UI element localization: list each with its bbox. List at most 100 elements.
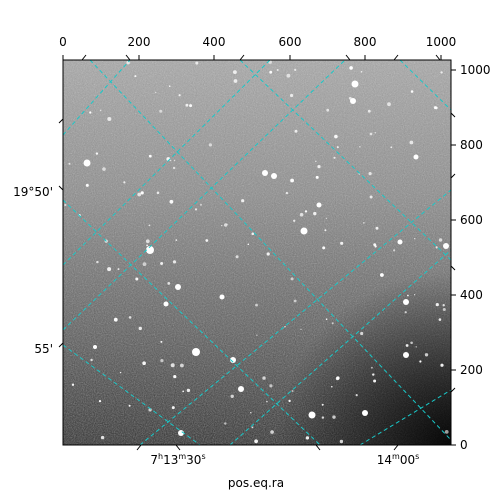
ra-tick-label: 14m00s	[377, 452, 420, 467]
star	[250, 412, 252, 414]
star	[410, 90, 414, 93]
star	[276, 69, 279, 71]
top-tick-label: 400	[203, 35, 226, 49]
star	[247, 243, 250, 246]
top-tick-label: 1000	[426, 35, 457, 49]
star	[134, 75, 137, 78]
star	[360, 71, 363, 73]
star	[113, 317, 118, 322]
star	[403, 299, 409, 305]
star	[107, 117, 112, 121]
star	[128, 316, 132, 319]
star	[424, 353, 429, 357]
star	[324, 229, 327, 232]
star	[373, 379, 377, 383]
star	[169, 159, 172, 162]
star	[443, 243, 449, 249]
star	[334, 134, 338, 139]
star	[332, 415, 336, 419]
star	[442, 304, 445, 307]
star	[119, 371, 122, 374]
star	[316, 202, 322, 208]
star	[414, 238, 416, 240]
star	[98, 400, 102, 403]
grid-line	[63, 60, 131, 136]
star	[380, 273, 384, 277]
star	[409, 140, 414, 145]
star	[173, 375, 177, 379]
star	[100, 435, 105, 440]
star	[433, 106, 437, 110]
star	[138, 326, 142, 331]
star	[339, 439, 344, 444]
star	[256, 334, 258, 336]
star	[403, 352, 409, 358]
star	[284, 326, 286, 328]
star	[372, 373, 375, 376]
star	[178, 430, 184, 436]
star	[123, 181, 126, 184]
star	[304, 210, 308, 213]
star	[146, 244, 149, 247]
star	[321, 403, 324, 406]
right-pixel-axis: 0 200 400 600 800 1000	[451, 63, 491, 452]
star	[367, 109, 371, 113]
sky-image	[63, 60, 451, 445]
star	[160, 262, 164, 265]
star	[374, 245, 377, 248]
star	[102, 167, 106, 171]
top-tick-label: 0	[59, 35, 67, 49]
star	[369, 132, 373, 136]
star	[374, 132, 376, 134]
star	[255, 303, 258, 307]
star	[64, 203, 67, 207]
star	[331, 385, 333, 388]
star	[200, 204, 202, 206]
star	[336, 376, 340, 380]
star	[413, 154, 419, 160]
wcs-edge-ticks	[58, 54, 456, 451]
star	[95, 152, 99, 155]
star	[315, 175, 319, 179]
star	[167, 282, 171, 285]
star	[251, 232, 255, 236]
star	[224, 422, 227, 425]
star	[254, 439, 258, 444]
star	[410, 341, 413, 345]
star	[208, 143, 212, 147]
star	[160, 359, 164, 363]
grid-line	[399, 60, 451, 111]
star	[325, 217, 328, 219]
star	[300, 227, 308, 235]
star	[68, 162, 71, 165]
star	[362, 410, 368, 416]
top-tick-label: 200	[128, 35, 151, 49]
star	[173, 159, 176, 162]
star	[230, 357, 236, 363]
star	[189, 104, 193, 108]
star	[169, 199, 174, 204]
star	[175, 239, 178, 241]
star	[444, 430, 449, 434]
star	[85, 183, 89, 187]
star	[435, 246, 438, 249]
star	[419, 360, 422, 363]
right-tick-label: 1000	[460, 63, 491, 77]
star	[160, 340, 163, 343]
star	[269, 70, 273, 74]
ra-tick-label: 7h13m30s	[150, 452, 205, 467]
star	[288, 399, 291, 403]
star	[192, 348, 200, 356]
star	[90, 358, 93, 362]
star	[293, 299, 297, 303]
star	[340, 241, 344, 245]
star	[142, 262, 147, 266]
grid-line	[229, 249, 451, 445]
star	[438, 318, 442, 321]
star	[140, 191, 144, 195]
star	[375, 226, 379, 230]
star	[294, 129, 298, 133]
right-tick-label: 200	[460, 363, 483, 377]
star	[251, 426, 254, 429]
grid-line	[63, 344, 201, 445]
